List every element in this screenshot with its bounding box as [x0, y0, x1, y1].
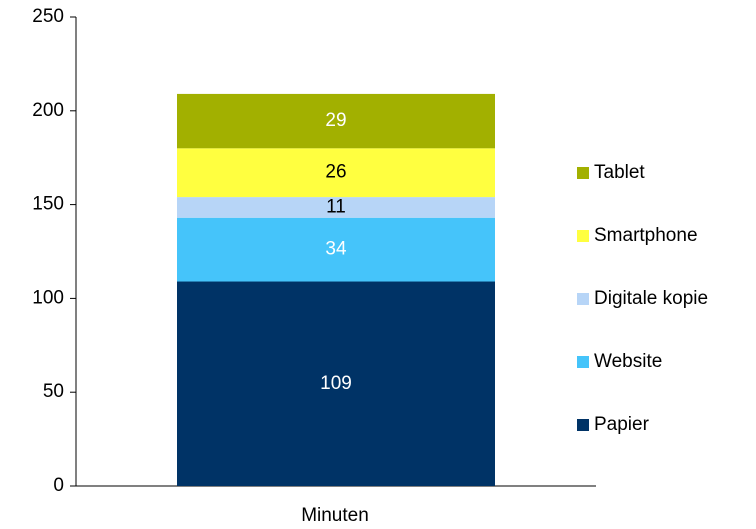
- legend-label: Digitale kopie: [594, 288, 708, 309]
- legend-label: Website: [594, 351, 662, 372]
- legend-swatch: [577, 230, 589, 242]
- data-label: 34: [325, 239, 347, 260]
- y-tick-label: 0: [53, 475, 64, 496]
- legend-swatch: [577, 293, 589, 305]
- bar-segment: [177, 93, 495, 149]
- data-label: 109: [320, 373, 352, 394]
- x-tick-label: Minuten: [301, 505, 369, 526]
- legend-swatch: [577, 356, 589, 368]
- data-label: 11: [326, 196, 346, 217]
- bar-segment: [177, 197, 495, 218]
- legend-label: Smartphone: [594, 225, 698, 246]
- y-tick-label: 250: [32, 6, 64, 27]
- legend-swatch: [577, 167, 589, 179]
- bar-segment: [177, 148, 495, 198]
- legend-label: Tablet: [594, 162, 645, 183]
- bar-segment: [177, 281, 495, 486]
- y-tick-label: 50: [43, 381, 64, 402]
- y-tick-label: 200: [32, 100, 64, 121]
- bar-segment: [177, 217, 495, 282]
- data-label: 26: [325, 162, 346, 183]
- y-tick-label: 100: [32, 287, 64, 308]
- legend-label: Papier: [594, 414, 650, 435]
- data-label: 29: [325, 110, 346, 131]
- legend-swatch: [577, 419, 589, 431]
- y-tick-label: 150: [32, 194, 64, 215]
